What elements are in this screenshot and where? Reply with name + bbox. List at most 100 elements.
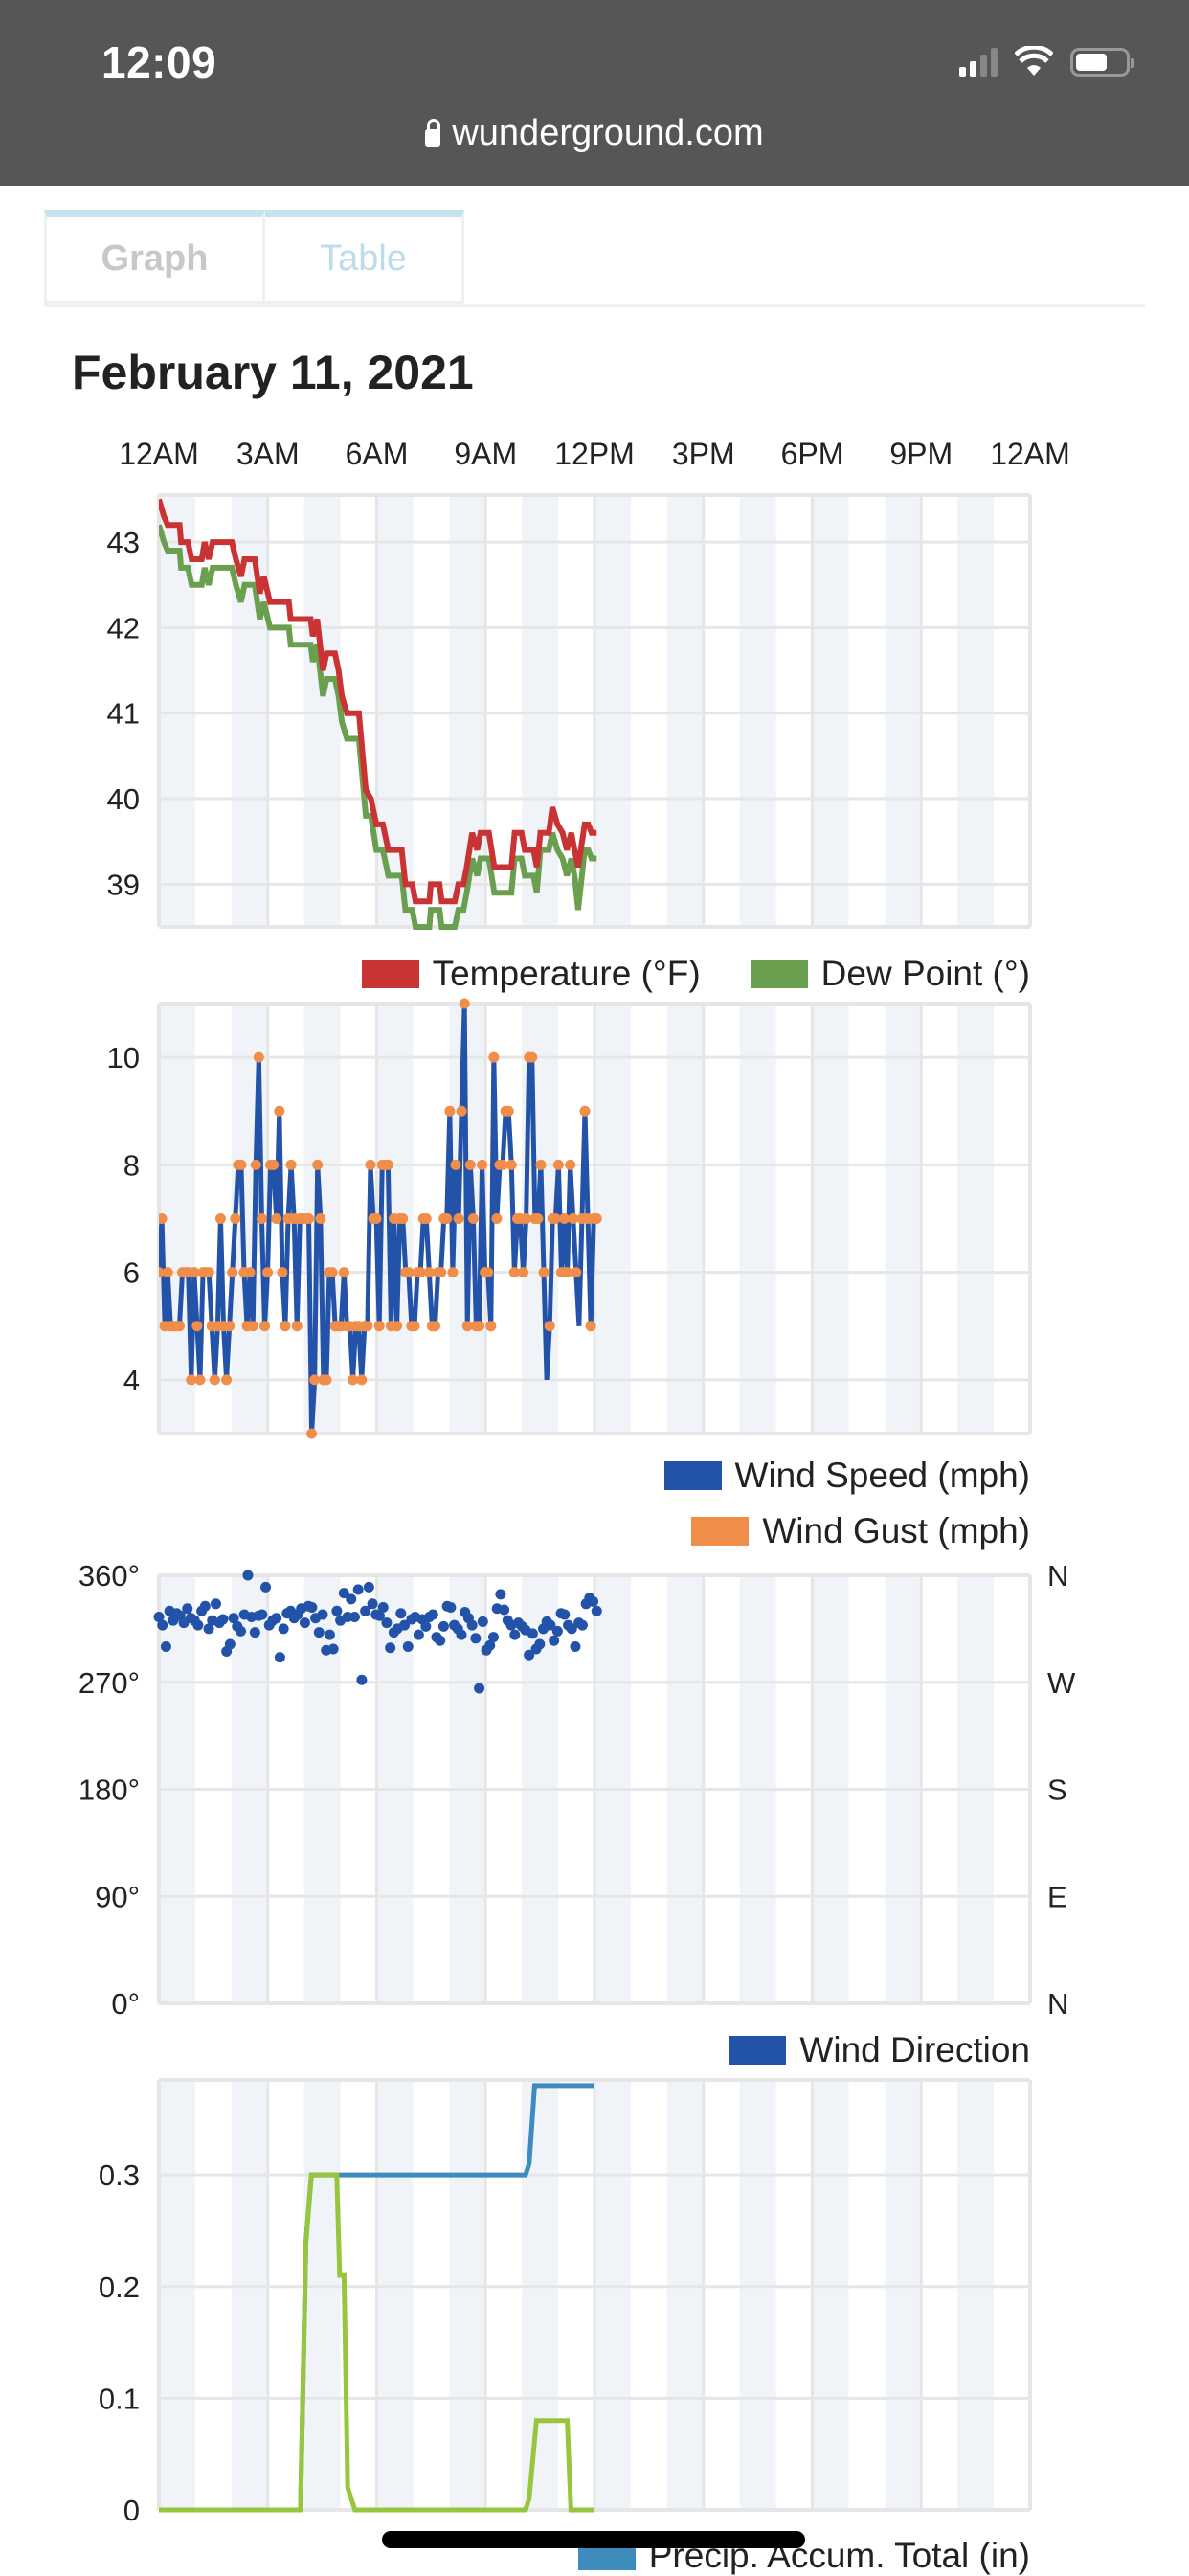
wind-gust-point — [214, 1213, 226, 1224]
wind-direction-point — [399, 1619, 411, 1631]
wind-direction-point — [242, 1570, 254, 1581]
hour-band — [376, 2080, 414, 2510]
wind-speed-chart: 10 8 6 4 — [107, 998, 1032, 1439]
y-tick-label: 10 — [107, 1041, 140, 1074]
wind-direction-point — [278, 1623, 289, 1635]
wind-direction-point — [360, 1605, 371, 1616]
wind-gust-point — [552, 1159, 564, 1170]
wind-direction-point — [487, 1632, 499, 1643]
wind-gust-point — [159, 1267, 165, 1278]
wind-gust-point — [491, 1213, 503, 1224]
wind-gust-point — [423, 1267, 435, 1278]
wind-direction-point — [299, 1617, 310, 1629]
tab-table[interactable]: Table — [265, 210, 464, 304]
wind-gust-point — [191, 1321, 203, 1332]
wind-gust-point — [159, 1213, 168, 1224]
hour-label: 3PM — [671, 437, 735, 471]
wind-direction-point — [363, 1581, 374, 1593]
hour-band — [739, 1004, 776, 1434]
hour-label: 12AM — [119, 437, 199, 471]
legend-item[interactable]: Wind Direction — [729, 2030, 1030, 2070]
tabs-divider — [44, 304, 1145, 307]
wind-direction-point — [367, 1598, 378, 1610]
temperature-legend: Temperature (°F) Dew Point (°) — [361, 954, 1030, 994]
wind-gust-point — [532, 1213, 544, 1224]
dew-point-line — [159, 524, 597, 930]
wind-gust-point — [521, 1213, 532, 1224]
address-bar[interactable]: wunderground.com — [0, 113, 1189, 154]
wind-direction-point — [527, 1628, 538, 1639]
wind-gust-point — [429, 1321, 440, 1332]
status-time: 12:09 — [101, 37, 217, 87]
wind-gust-point — [230, 1213, 241, 1224]
y-tick-label: 6 — [123, 1256, 140, 1290]
wind-direction-point — [346, 1593, 357, 1605]
y-tick-label: 0° — [111, 1987, 140, 2021]
wind-gust-point — [268, 1159, 280, 1170]
cellular-signal-icon — [959, 48, 998, 77]
date-title: February 11, 2021 — [72, 346, 474, 399]
y-tick-label: 40 — [107, 782, 140, 816]
wind-gust-point — [474, 1321, 485, 1332]
wind-legend: Wind Speed (mph) Wind Gust (mph) — [663, 1456, 1030, 1551]
wind-gust-point — [258, 1321, 270, 1332]
wind-gust-point — [409, 1321, 420, 1332]
wind-direction-point — [373, 1610, 385, 1621]
wind-gust-point — [382, 1159, 393, 1170]
hour-band — [812, 2080, 849, 2510]
wind-direction-point — [456, 1629, 467, 1640]
wind-direction-legend: Wind Direction — [729, 2030, 1030, 2070]
wind-gust-point — [544, 1321, 555, 1332]
wind-gust-point — [450, 1159, 461, 1170]
wind-gust-point — [274, 1105, 285, 1117]
wind-gust-point — [247, 1321, 258, 1332]
legend-item[interactable]: Wind Speed (mph) — [663, 1456, 1030, 1496]
hour-label: 3AM — [236, 437, 300, 471]
wind-gust-point — [373, 1321, 385, 1332]
wind-gust-point — [221, 1374, 233, 1386]
hour-band — [812, 1004, 849, 1434]
y-tick-label: 41 — [107, 697, 140, 731]
wind-direction-point — [157, 1619, 168, 1631]
legend-swatch — [729, 2036, 787, 2065]
wind-direction-point — [427, 1609, 438, 1620]
lock-icon — [425, 119, 441, 147]
y-tick-label: 4 — [123, 1364, 140, 1397]
legend-item[interactable]: Temperature (°F) — [361, 954, 701, 994]
y-tick-label: 39 — [107, 868, 140, 901]
legend-item[interactable]: Wind Gust (mph) — [691, 1511, 1030, 1551]
wind-gust-point — [315, 1213, 326, 1224]
wind-gust-point — [224, 1321, 236, 1332]
tab-graph[interactable]: Graph — [44, 210, 265, 304]
wind-gust-point — [309, 1374, 321, 1386]
wind-gust-point — [488, 1051, 500, 1063]
compass-label: E — [1047, 1880, 1067, 1913]
wind-gust-point — [356, 1374, 368, 1386]
wind-direction-point — [474, 1683, 485, 1694]
hour-band — [885, 2080, 922, 2510]
wind-direction-point — [236, 1625, 247, 1637]
wind-direction-point — [199, 1600, 211, 1612]
wind-direction-point — [395, 1608, 407, 1619]
wind-direction-point — [495, 1589, 506, 1600]
y-tick-label: 180° — [79, 1774, 140, 1807]
y-tick-label: 360° — [79, 1559, 140, 1593]
home-indicator[interactable] — [382, 2531, 805, 2548]
y-tick-label: 0.1 — [99, 2382, 140, 2415]
wind-gust-point — [280, 1321, 291, 1332]
wind-direction-point — [524, 1649, 535, 1661]
wind-direction-point — [381, 1617, 393, 1629]
hour-band — [885, 1004, 922, 1434]
legend-item[interactable]: Dew Point (°) — [750, 954, 1030, 994]
legend-label: Dew Point (°) — [820, 954, 1030, 993]
wind-direction-point — [566, 1623, 577, 1635]
wind-gust-point — [441, 1213, 453, 1224]
wind-direction-point — [224, 1638, 236, 1650]
y-tick-label: 0.3 — [99, 2158, 140, 2192]
status-icons — [959, 46, 1134, 77]
wind-direction-point — [160, 1641, 171, 1652]
legend-swatch — [663, 1461, 722, 1490]
y-tick-label: 270° — [79, 1666, 140, 1700]
wind-gust-point — [291, 1321, 303, 1332]
hour-band — [376, 495, 414, 927]
